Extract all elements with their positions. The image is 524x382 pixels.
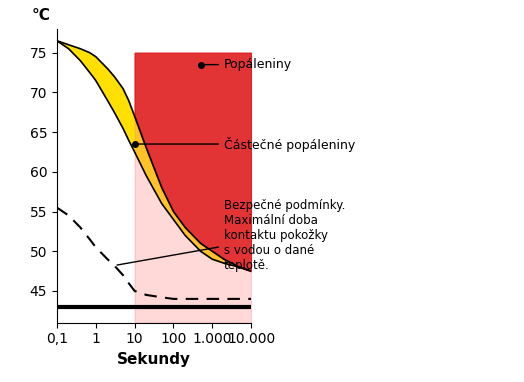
Text: Částečné popáleniny: Částečné popáleniny bbox=[137, 136, 355, 152]
Text: Bezpečné podmínky.
Maximální doba
kontaktu pokožky
s vodou o dané
teplotě.: Bezpečné podmínky. Maximální doba kontak… bbox=[117, 199, 345, 272]
Text: Popáleniny: Popáleniny bbox=[203, 58, 292, 71]
Y-axis label: °C: °C bbox=[32, 8, 51, 23]
X-axis label: Sekundy: Sekundy bbox=[117, 352, 191, 367]
